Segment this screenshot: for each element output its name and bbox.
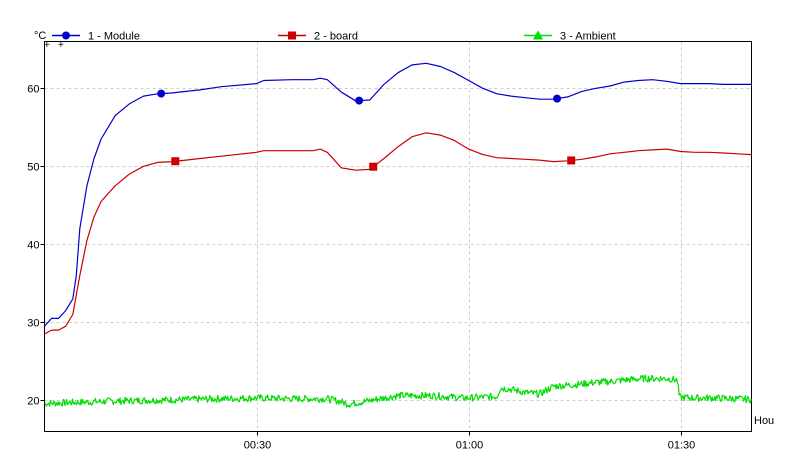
legend-marker-1	[62, 31, 70, 40]
legend-label-1: 1 - Module	[88, 31, 140, 43]
series-1-marker	[553, 94, 562, 103]
x-axis-unit-label: Hou	[754, 415, 774, 427]
y-tick-label: 40	[27, 240, 39, 252]
y-tick-label: 30	[27, 318, 39, 330]
series-1-marker	[355, 96, 364, 105]
axis-layer: 20 30 40 50 60 00:30 01:00 01:30	[27, 84, 695, 452]
grid-layer	[44, 41, 752, 432]
y-tick-label: 60	[27, 84, 39, 96]
x-tick-label: 01:00	[456, 440, 484, 452]
series-line-2	[44, 132, 752, 335]
y-tick-label: 50	[27, 162, 39, 174]
series-line-1	[44, 62, 752, 327]
y-tick-label: 20	[27, 396, 39, 408]
cursor-marker-1: +	[44, 40, 50, 51]
series-2-marker	[369, 162, 378, 171]
y-axis-unit-label: °C	[34, 30, 46, 42]
legend-marker-2	[288, 31, 296, 40]
legend-layer: 1 - Module 2 - board 3 - Ambient	[52, 30, 616, 43]
series-line-3	[44, 374, 752, 408]
x-tick-label: 00:30	[244, 440, 272, 452]
legend-label-3: 3 - Ambient	[560, 31, 616, 43]
legend-marker-3	[533, 30, 543, 40]
series-2-marker	[567, 156, 576, 165]
plot-frame	[44, 41, 752, 432]
series-2-marker	[171, 157, 180, 166]
x-tick-label: 01:30	[668, 440, 696, 452]
legend-label-2: 2 - board	[314, 31, 358, 43]
cursor-marker-2: +	[58, 40, 64, 51]
series-1-marker	[157, 89, 166, 98]
series-layer	[44, 62, 752, 408]
